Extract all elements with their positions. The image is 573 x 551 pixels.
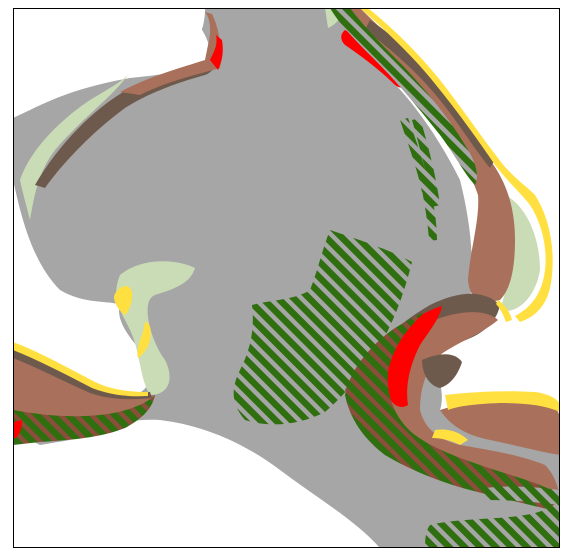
hatched-green-northeast-strip-2 xyxy=(412,118,440,207)
pale-green-west xyxy=(116,261,195,395)
yellow-east-beach xyxy=(496,300,512,322)
red-northwest-shore xyxy=(210,35,223,70)
hatched-green-southeast-bottom xyxy=(425,500,560,548)
hatched-green-southeast-bottom-2 xyxy=(485,486,560,505)
hatched-green-northeast-shore xyxy=(330,8,477,185)
red-southwest-zone xyxy=(13,420,22,438)
pale-green-northwest xyxy=(20,72,130,220)
yellow-west-lagoon-2 xyxy=(137,322,151,358)
yellow-southeast-beach-2 xyxy=(432,429,468,445)
yellow-southeast-beach xyxy=(445,391,560,412)
hatched-green-northeast-strip-1 xyxy=(400,118,430,192)
northwest-land xyxy=(13,8,212,118)
hatched-green-southwest-band xyxy=(13,395,155,445)
west-land xyxy=(13,180,152,396)
dark-brown-northeast-shore xyxy=(365,20,495,168)
brown-southeast-lobe xyxy=(440,399,560,455)
hatched-green-southeast-band xyxy=(345,312,560,512)
hatched-green-central-field xyxy=(233,230,412,425)
hatched-green-northeast-strip-3 xyxy=(420,178,437,241)
brown-northwest-shore xyxy=(120,12,221,95)
map-border xyxy=(13,8,560,548)
yellow-west-lagoon-1 xyxy=(114,286,133,315)
dark-brown-southeast-inner xyxy=(422,354,462,388)
